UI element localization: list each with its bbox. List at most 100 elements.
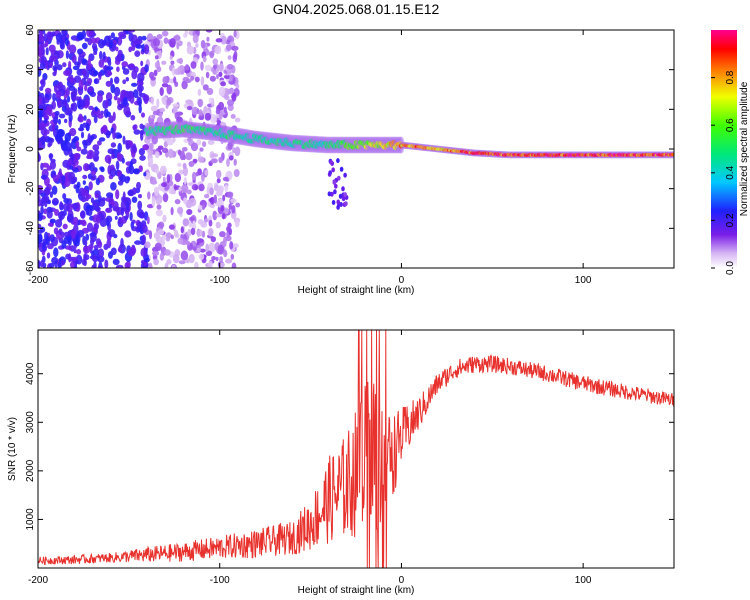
noise-speck [63, 70, 71, 76]
streak-mark [331, 200, 336, 205]
noise-speck [43, 208, 48, 215]
noise-speck [94, 149, 100, 156]
noise-speck [208, 260, 213, 268]
noise-speck [227, 55, 232, 60]
noise-speck [156, 204, 162, 210]
noise-speck [63, 197, 70, 204]
noise-speck [90, 238, 94, 246]
streak-mark [336, 158, 340, 164]
spectrogram-y-ticks: 60 40 20 0 -20 -40 -60 [25, 24, 674, 275]
noise-speck [104, 197, 112, 202]
noise-speck [150, 105, 158, 112]
y-tick-label: -20 [25, 181, 36, 196]
noise-speck [83, 245, 91, 254]
noise-speck [170, 207, 174, 216]
noise-speck [64, 37, 69, 46]
noise-speck [79, 99, 86, 108]
noise-speck [111, 153, 116, 160]
y-tick-label: 4000 [25, 362, 36, 385]
noise-speck [144, 257, 150, 263]
noise-speck [68, 44, 77, 54]
noise-speck [205, 243, 209, 252]
noise-speck [38, 117, 41, 123]
noise-speck [224, 184, 229, 193]
noise-speck [187, 182, 194, 187]
noise-speck [40, 126, 47, 136]
noise-speck [104, 154, 112, 164]
noise-speck [105, 207, 111, 213]
streak-mark [336, 199, 341, 205]
noise-speck [78, 115, 84, 123]
noise-speck [173, 35, 181, 41]
noise-speck [181, 80, 188, 90]
noise-speck [229, 75, 233, 82]
noise-speck [124, 215, 129, 221]
noise-speck [215, 256, 219, 262]
noise-speck [182, 218, 189, 227]
noise-speck [83, 140, 88, 150]
x-tick-label: 100 [575, 575, 592, 586]
noise-speck [196, 238, 204, 244]
y-tick-label: 60 [25, 24, 36, 36]
noise-speck [178, 260, 186, 265]
noise-speck [67, 213, 73, 223]
noise-speck [81, 42, 88, 50]
noise-speck [190, 75, 195, 81]
noise-speck [57, 98, 62, 109]
noise-speck [148, 262, 153, 268]
noise-speck [115, 189, 120, 200]
noise-speck [87, 173, 93, 180]
noise-speck [107, 148, 115, 155]
noise-speck [65, 141, 72, 152]
noise-speck [226, 191, 234, 198]
noise-speck [40, 78, 46, 88]
noise-speck [63, 97, 68, 108]
noise-speck [223, 249, 228, 258]
noise-speck [211, 256, 217, 261]
noise-speck [98, 137, 106, 142]
noise-speck [116, 134, 123, 139]
noise-speck [165, 232, 172, 239]
noise-speck [161, 60, 167, 65]
noise-speck [58, 228, 63, 235]
noise-speck [177, 162, 182, 167]
noise-speck [47, 107, 53, 117]
noise-speck [133, 129, 141, 135]
noise-speck [204, 218, 209, 223]
noise-speck [208, 219, 213, 227]
noise-speck [162, 76, 169, 84]
noise-speck [219, 231, 226, 238]
noise-speck [208, 242, 216, 253]
noise-speck [231, 205, 236, 214]
noise-speck [197, 88, 202, 96]
noise-speck [141, 224, 148, 233]
noise-speck [128, 46, 133, 53]
noise-speck [124, 262, 130, 268]
noise-speck [40, 43, 44, 54]
noise-speck [188, 197, 197, 207]
noise-speck [180, 226, 184, 234]
noise-speck [215, 213, 222, 218]
streak-mark [336, 204, 340, 210]
noise-speck [220, 35, 227, 45]
noise-speck [86, 222, 94, 232]
noise-speck [63, 231, 71, 237]
noise-speck [67, 158, 73, 166]
noise-speck [208, 228, 213, 237]
noise-speck [219, 256, 224, 263]
noise-speck [49, 153, 53, 161]
noise-speck [62, 223, 68, 230]
noise-speck [91, 174, 97, 181]
noise-speck [108, 115, 114, 124]
snr-y-axis-label: SNR (10 * v/v) [7, 417, 18, 481]
noise-speck [177, 237, 184, 245]
noise-speck [152, 250, 160, 256]
noise-speck [199, 248, 206, 253]
noise-speck [126, 200, 130, 211]
noise-speck [208, 97, 213, 103]
noise-speck [140, 131, 144, 141]
noise-speck [164, 262, 169, 268]
noise-speck [46, 206, 53, 213]
noise-speck [100, 126, 108, 134]
noise-speck [63, 235, 71, 244]
